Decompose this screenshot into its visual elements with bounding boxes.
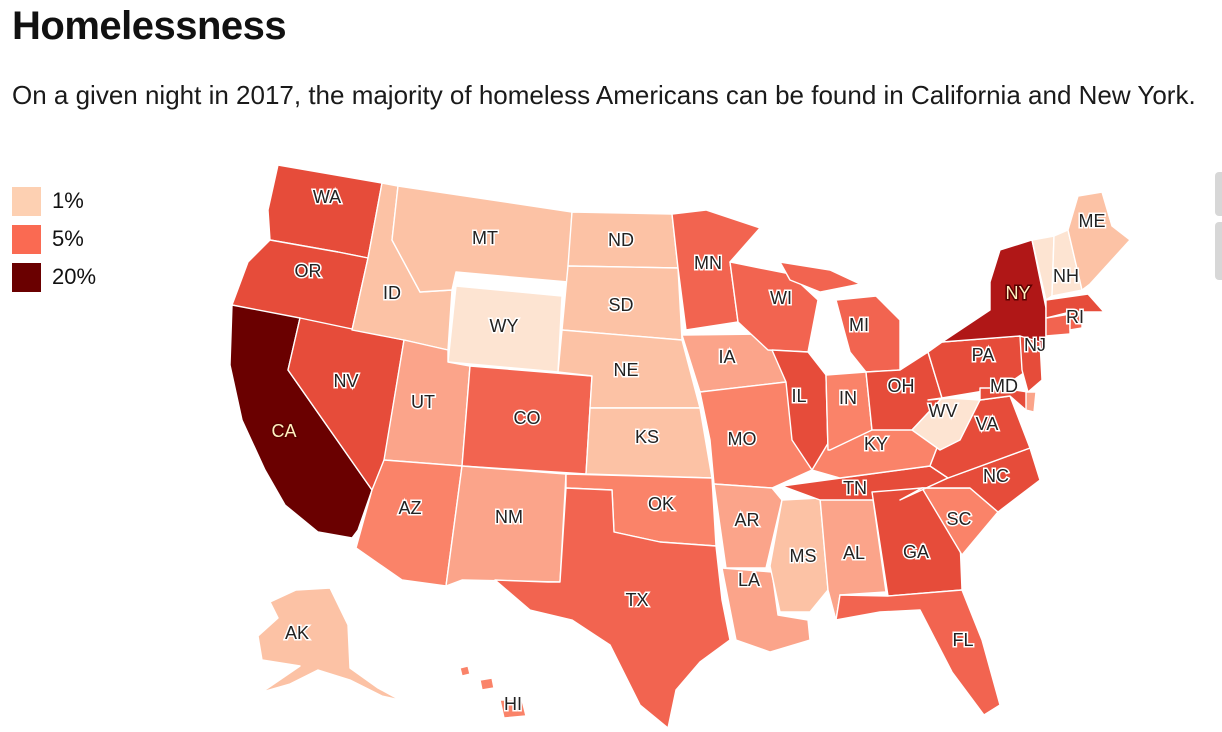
label-or: OR [295,261,322,281]
label-nm: NM [495,507,523,527]
state-ma[interactable] [1045,293,1105,319]
state-wv[interactable] [911,397,981,451]
state-nj[interactable] [1019,335,1043,393]
label-ga: GA [903,542,929,562]
label-mn: MN [694,253,722,273]
label-ri: RI [1066,307,1084,327]
state-ar[interactable] [713,483,783,569]
label-tx: TX [625,590,648,610]
label-ak: AK [285,623,309,643]
label-nj: NJ [1024,335,1046,355]
state-me[interactable] [1067,191,1131,291]
label-az: AZ [398,498,421,518]
state-hi-3[interactable] [499,699,527,719]
legend-swatch-low [12,186,41,216]
state-hi-2[interactable] [479,677,495,691]
label-fl: FL [952,630,973,650]
label-ca: CA [271,421,296,441]
label-hi: HI [504,694,522,714]
label-ut: UT [411,392,435,412]
label-la: LA [738,570,760,590]
label-tn: TN [843,478,867,498]
label-nv: NV [333,371,358,391]
label-al: AL [843,543,865,563]
state-ct[interactable] [1045,313,1071,337]
label-sd: SD [608,295,633,315]
state-mi-up[interactable] [779,261,861,293]
state-ak[interactable] [257,587,401,701]
label-ne: NE [613,360,638,380]
legend-item-mid: 5% [12,220,96,258]
page-title: Homelessness [12,4,287,48]
label-wy: WY [490,316,519,336]
state-de[interactable] [1025,391,1037,413]
legend-item-high: 20% [12,258,96,296]
legend-swatch-high [12,262,41,292]
label-ky: KY [864,434,888,454]
legend-label-high: 20% [52,264,97,289]
legend-label-low: 1% [52,188,84,213]
label-co: CO [514,408,541,428]
legend-item-low: 1% [12,182,96,220]
legend-label-mid: 5% [52,226,84,251]
state-in[interactable] [825,371,873,451]
label-md: MD [990,376,1018,396]
state-fl[interactable] [835,589,1001,716]
label-in: IN [839,388,857,408]
state-tx[interactable] [494,487,731,729]
label-wv: WV [929,401,958,421]
label-ks: KS [635,427,659,447]
label-il: IL [791,386,806,406]
label-nh: NH [1053,266,1079,286]
label-va: VA [976,414,999,434]
label-ny: NY [1005,283,1030,303]
page-subtitle: On a given night in 2017, the majority o… [12,80,1196,110]
label-me: ME [1079,211,1106,231]
scroll-handle-bottom[interactable] [1215,222,1222,280]
label-pa: PA [972,345,995,365]
scroll-handle-top[interactable] [1215,172,1222,216]
label-ms: MS [790,546,817,566]
label-nd: ND [608,230,634,250]
legend: 1% 5% 20% [12,182,96,296]
label-ok: OK [648,494,674,514]
label-wi: WI [770,288,792,308]
label-mi: MI [849,315,869,335]
label-id: ID [383,283,401,303]
label-ar: AR [734,510,759,530]
label-wa: WA [313,187,341,207]
legend-swatch-mid [12,224,41,254]
label-oh: OH [888,376,915,396]
label-nc: NC [983,466,1009,486]
label-ia: IA [718,347,735,367]
label-mo: MO [728,429,757,449]
label-mt: MT [472,228,498,248]
label-sc: SC [946,509,971,529]
state-hi-1[interactable] [459,665,471,677]
